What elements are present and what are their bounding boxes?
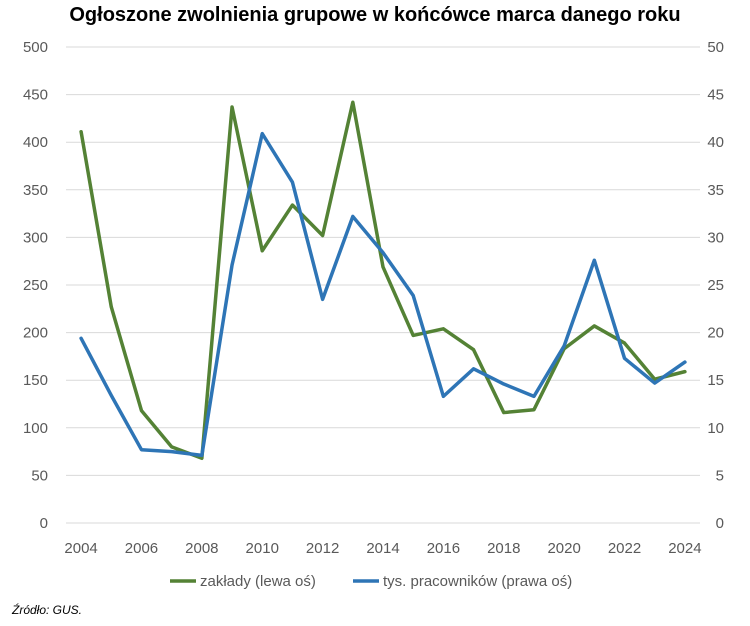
source-note: Źródło: GUS. bbox=[12, 603, 83, 617]
x-tick-label: 2024 bbox=[668, 540, 701, 557]
series-line-1 bbox=[79, 100, 687, 461]
y-right-tick-label: 30 bbox=[707, 229, 724, 246]
y-right-tick-label: 40 bbox=[707, 134, 724, 151]
y-left-tick-label: 250 bbox=[23, 277, 48, 294]
grid-lines bbox=[66, 46, 700, 524]
series-line-2 bbox=[79, 131, 687, 458]
y-left-tick-label: 150 bbox=[23, 372, 48, 389]
y-right-tick-label: 20 bbox=[707, 325, 724, 342]
x-tick-label: 2010 bbox=[246, 540, 279, 557]
legend: zakłady (lewa oś) tys. pracowników (prawa… bbox=[170, 573, 572, 590]
x-tick-label: 2020 bbox=[547, 540, 580, 557]
legend-label-2: tys. pracowników (prawa oś) bbox=[383, 573, 572, 590]
y-right-tick-label: 5 bbox=[716, 467, 724, 484]
y-right-tick-label: 10 bbox=[707, 420, 724, 437]
y-left-tick-label: 50 bbox=[31, 467, 48, 484]
x-tick-label: 2006 bbox=[125, 540, 158, 557]
x-tick-label: 2022 bbox=[608, 540, 641, 557]
x-tick-label: 2012 bbox=[306, 540, 339, 557]
chart-title: Ogłoszone zwolnienia grupowe w końcówce … bbox=[69, 4, 681, 26]
x-tick-label: 2004 bbox=[64, 540, 97, 557]
y-left-tick-label: 0 bbox=[40, 515, 48, 532]
y-left-tick-label: 200 bbox=[23, 325, 48, 342]
y-left-tick-label: 100 bbox=[23, 420, 48, 437]
legend-label-1: zakłady (lewa oś) bbox=[200, 573, 316, 590]
y-right-tick-label: 45 bbox=[707, 87, 724, 104]
y-right-tick-label: 15 bbox=[707, 372, 724, 389]
y-left-tick-label: 400 bbox=[23, 134, 48, 151]
y-left-tick-label: 300 bbox=[23, 229, 48, 246]
y-right-tick-label: 35 bbox=[707, 182, 724, 199]
y-right-tick-label: 25 bbox=[707, 277, 724, 294]
series-layer bbox=[79, 100, 687, 461]
x-tick-label: 2016 bbox=[427, 540, 460, 557]
x-tick-label: 2014 bbox=[366, 540, 399, 557]
x-tick-label: 2018 bbox=[487, 540, 520, 557]
x-tick-label: 2008 bbox=[185, 540, 218, 557]
y-right-tick-label: 0 bbox=[716, 515, 724, 532]
y-axis-left: 0 50 100 150 200 250 300 350 400 450 500 bbox=[23, 39, 48, 532]
y-left-tick-label: 450 bbox=[23, 87, 48, 104]
x-axis: 2004 2006 2008 2010 2012 2014 2016 2018 2020 2022… bbox=[64, 540, 701, 557]
y-left-tick-label: 500 bbox=[23, 39, 48, 56]
y-left-tick-label: 350 bbox=[23, 182, 48, 199]
y-axis-right: 0 5 10 15 20 25 30 35 40 45 50 bbox=[707, 39, 724, 532]
y-right-tick-label: 50 bbox=[707, 39, 724, 56]
